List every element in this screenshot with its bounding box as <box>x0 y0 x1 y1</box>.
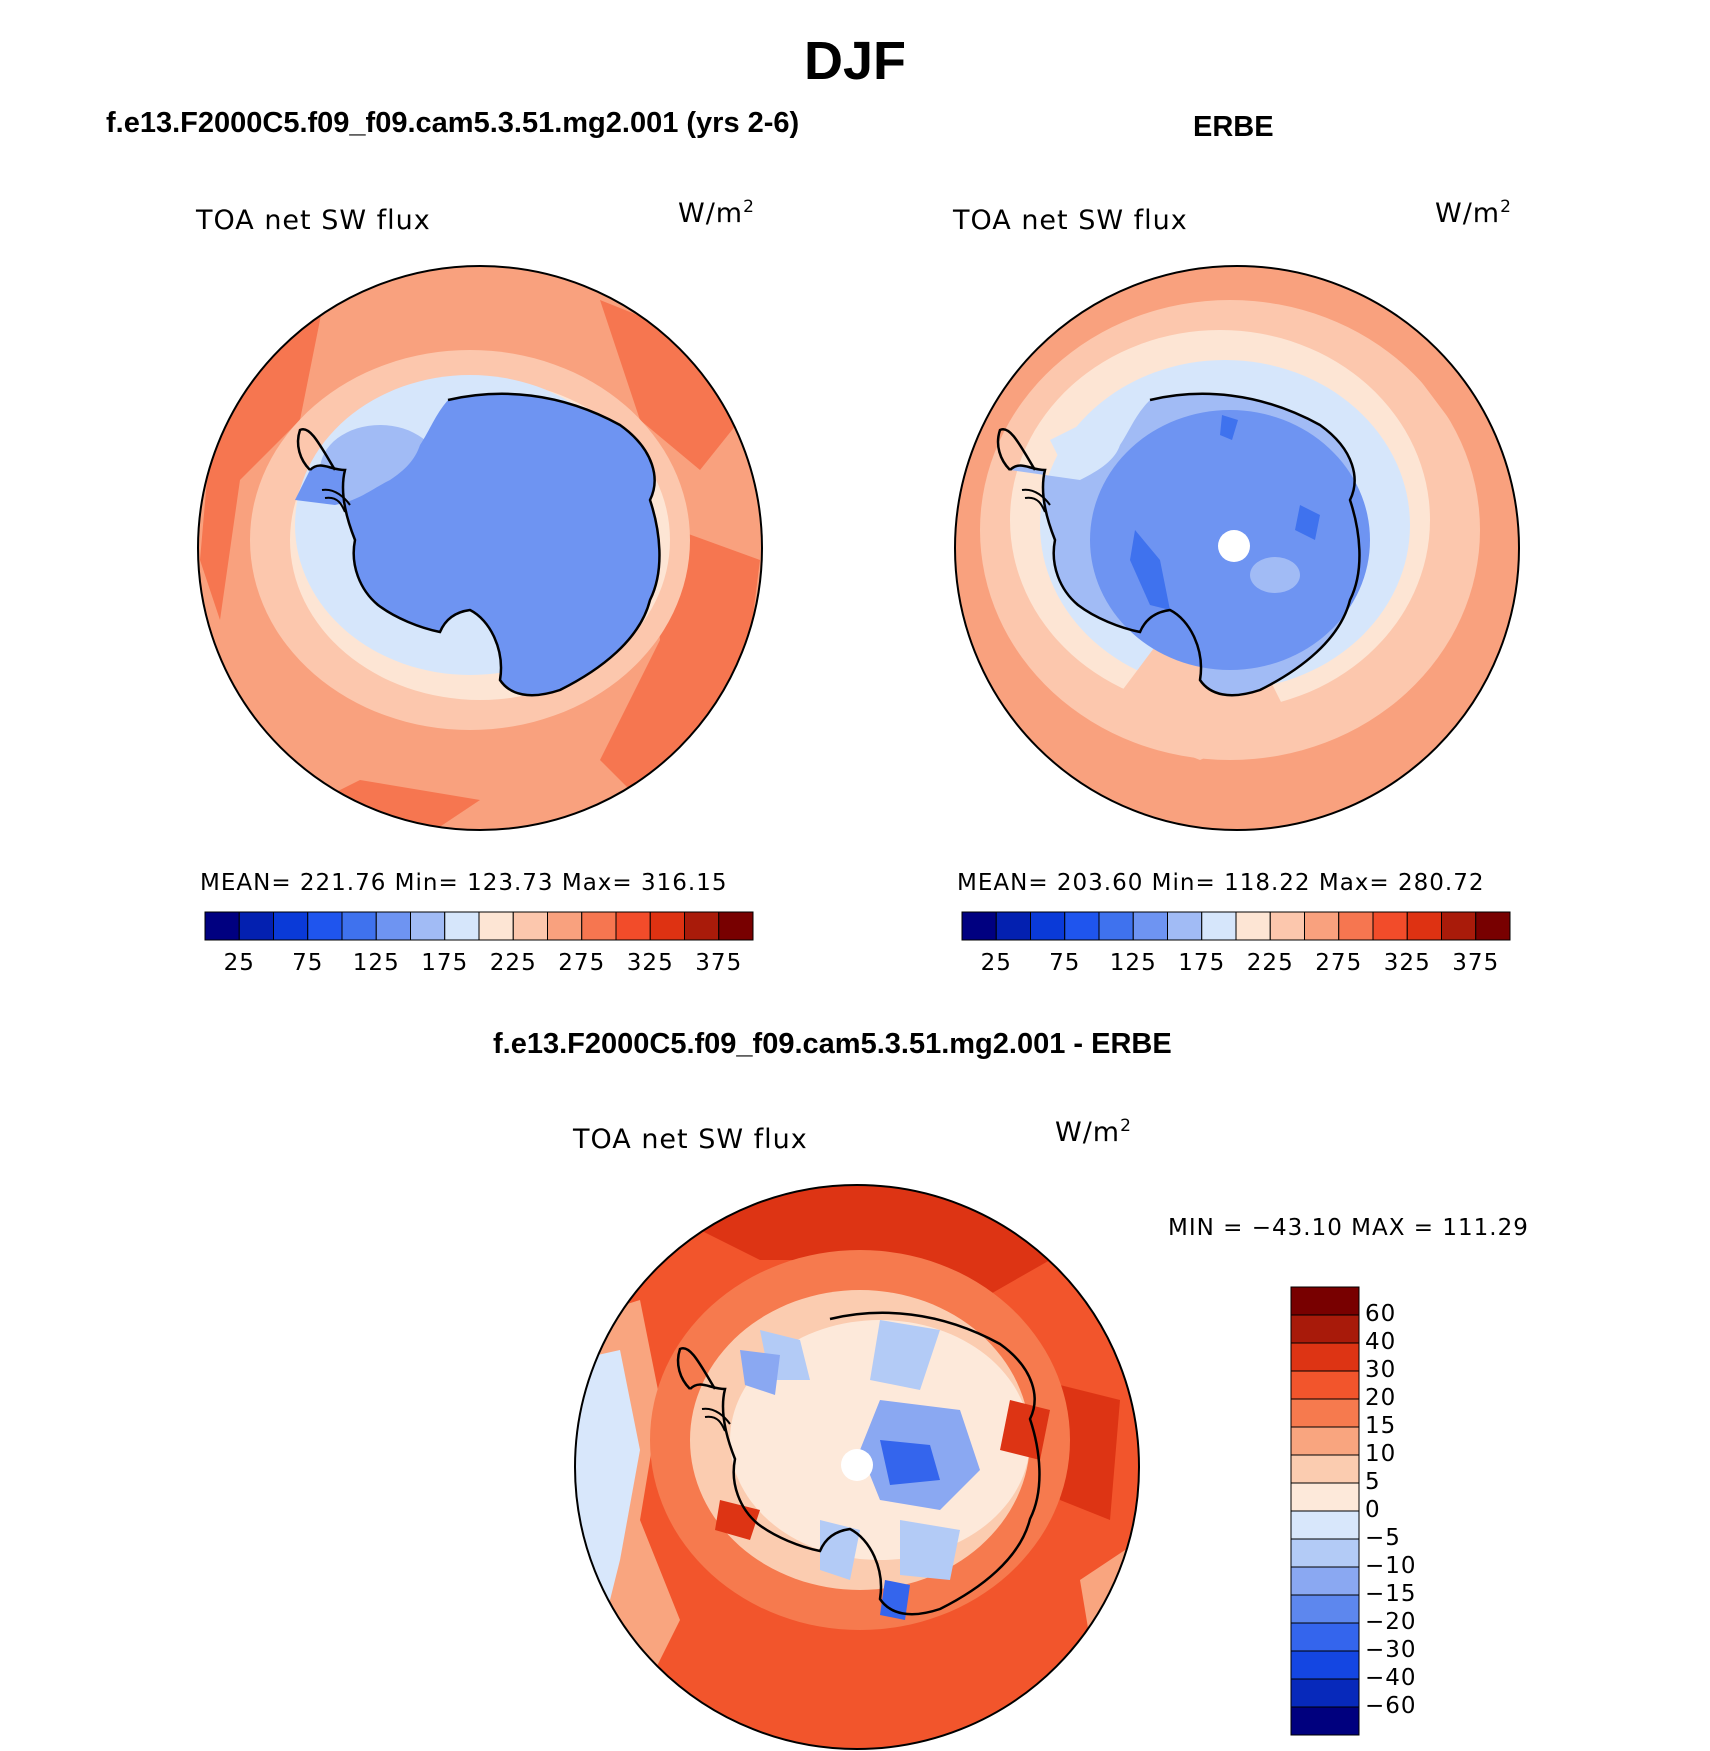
colorbar-tick-label: 275 <box>1315 950 1363 976</box>
colorbar-swatch <box>238 911 274 941</box>
model-colorbar <box>204 911 754 941</box>
colorbar-swatch <box>1290 1286 1360 1316</box>
colorbar-tick-label: 5 <box>1365 1469 1381 1495</box>
colorbar-swatch <box>1290 1510 1360 1540</box>
colorbar-swatch <box>1406 911 1442 941</box>
model-panel-title: f.e13.F2000C5.f09_f09.cam5.3.51.mg2.001 … <box>106 107 800 139</box>
colorbar-swatch <box>1132 911 1168 941</box>
diff-stats: MIN = −43.10 MAX = 111.29 <box>1168 1215 1529 1241</box>
diff-colorbar-labels: 60 40 30 20 15 10 5 0 −5 −10 −15 −20 −30 −40 −60 <box>1365 1287 1485 1735</box>
colorbar-swatch <box>1290 1622 1360 1652</box>
colorbar-tick-label: −60 <box>1365 1693 1417 1719</box>
diff-variable-label: TOA net SW flux <box>573 1124 808 1155</box>
colorbar-swatch <box>1290 1706 1360 1736</box>
model-variable-label: TOA net SW flux <box>196 205 431 236</box>
colorbar-swatch <box>1290 1594 1360 1624</box>
colorbar-swatch <box>718 911 754 941</box>
colorbar-swatch <box>1290 1426 1360 1456</box>
colorbar-tick-label: 225 <box>489 950 537 976</box>
colorbar-tick-label: 175 <box>421 950 469 976</box>
colorbar-swatch <box>1290 1454 1360 1484</box>
colorbar-swatch <box>1290 1342 1360 1372</box>
colorbar-swatch <box>1338 911 1374 941</box>
colorbar-swatch <box>1290 1370 1360 1400</box>
colorbar-swatch <box>1290 1538 1360 1568</box>
model-colorbar-labels: 25 75 125 175 225 275 325 375 <box>205 950 753 980</box>
colorbar-swatch <box>1441 911 1477 941</box>
colorbar-swatch <box>410 911 446 941</box>
colorbar-tick-label: 20 <box>1365 1385 1397 1411</box>
colorbar-swatch <box>1167 911 1203 941</box>
colorbar-swatch <box>1064 911 1100 941</box>
colorbar-tick-label: −15 <box>1365 1581 1417 1607</box>
colorbar-tick-label: 75 <box>292 950 324 976</box>
colorbar-swatch <box>547 911 583 941</box>
colorbar-swatch <box>1290 1650 1360 1680</box>
colorbar-swatch <box>1290 1482 1360 1512</box>
colorbar-tick-label: −30 <box>1365 1637 1417 1663</box>
obs-colorbar-labels: 25 75 125 175 225 275 325 375 <box>962 950 1510 980</box>
colorbar-swatch <box>1030 911 1066 941</box>
colorbar-tick-label: 125 <box>352 950 400 976</box>
colorbar-tick-label: 375 <box>1452 950 1500 976</box>
colorbar-swatch <box>1290 1566 1360 1596</box>
colorbar-swatch <box>1372 911 1408 941</box>
obs-units-label: W/m2 <box>1435 197 1512 229</box>
colorbar-swatch <box>273 911 309 941</box>
colorbar-tick-label: −5 <box>1365 1525 1401 1551</box>
colorbar-swatch <box>375 911 411 941</box>
colorbar-tick-label: 275 <box>558 950 606 976</box>
diff-colorbar <box>1290 1286 1360 1736</box>
colorbar-tick-label: 15 <box>1365 1413 1397 1439</box>
diff-panel-title: f.e13.F2000C5.f09_f09.cam5.3.51.mg2.001 … <box>493 1028 1172 1060</box>
obs-variable-label: TOA net SW flux <box>953 205 1188 236</box>
colorbar-swatch <box>1475 911 1511 941</box>
obs-stats: MEAN= 203.60 Min= 118.22 Max= 280.72 <box>957 870 1485 896</box>
colorbar-tick-label: 125 <box>1109 950 1157 976</box>
colorbar-tick-label: 30 <box>1365 1357 1397 1383</box>
colorbar-tick-label: 225 <box>1246 950 1294 976</box>
colorbar-swatch <box>1290 1678 1360 1708</box>
colorbar-tick-label: −20 <box>1365 1609 1417 1635</box>
colorbar-tick-label: 375 <box>695 950 743 976</box>
colorbar-swatch <box>1290 1314 1360 1344</box>
colorbar-tick-label: 75 <box>1049 950 1081 976</box>
colorbar-swatch <box>341 911 377 941</box>
model-stats: MEAN= 221.76 Min= 123.73 Max= 316.15 <box>200 870 728 896</box>
colorbar-tick-label: 325 <box>1383 950 1431 976</box>
colorbar-tick-label: 60 <box>1365 1301 1397 1327</box>
figure-title: DJF <box>803 31 906 91</box>
obs-panel-title: ERBE <box>1193 111 1274 143</box>
colorbar-swatch <box>1290 1398 1360 1428</box>
colorbar-swatch <box>512 911 548 941</box>
colorbar-tick-label: 25 <box>980 950 1012 976</box>
diff-units-label: W/m2 <box>1055 1116 1132 1148</box>
colorbar-swatch <box>1235 911 1271 941</box>
colorbar-tick-label: −40 <box>1365 1665 1417 1691</box>
obs-colorbar <box>961 911 1511 941</box>
colorbar-swatch <box>307 911 343 941</box>
colorbar-tick-label: 0 <box>1365 1497 1381 1523</box>
colorbar-tick-label: 10 <box>1365 1441 1397 1467</box>
colorbar-tick-label: 40 <box>1365 1329 1397 1355</box>
colorbar-swatch <box>1304 911 1340 941</box>
colorbar-swatch <box>204 911 240 941</box>
colorbar-tick-label: 175 <box>1178 950 1226 976</box>
colorbar-tick-label: −10 <box>1365 1553 1417 1579</box>
colorbar-tick-label: 325 <box>626 950 674 976</box>
model-units-label: W/m2 <box>678 197 755 229</box>
colorbar-tick-label: 25 <box>223 950 255 976</box>
